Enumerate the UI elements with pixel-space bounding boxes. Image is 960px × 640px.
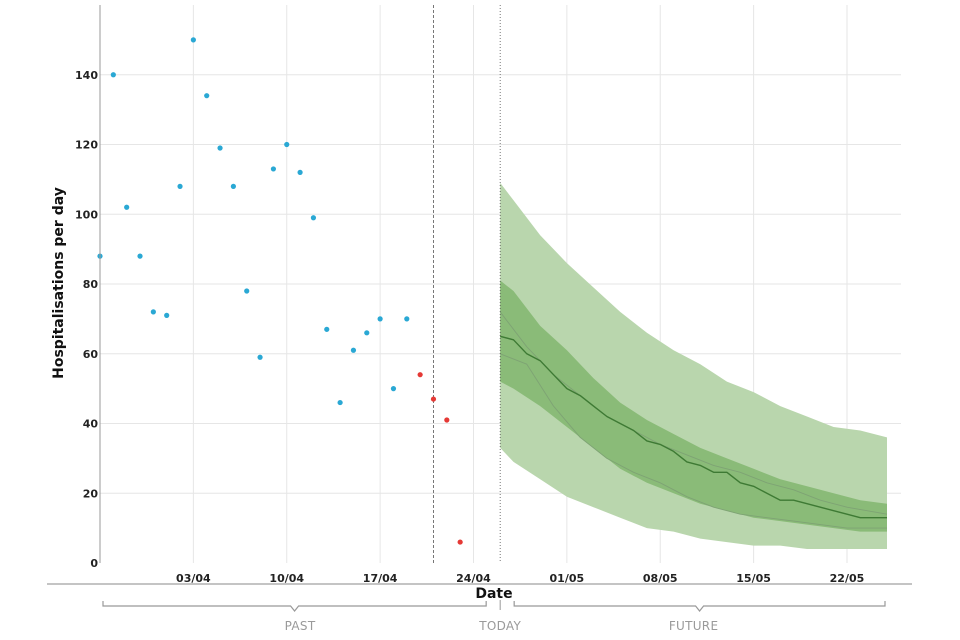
projection-band bbox=[500, 280, 887, 532]
projection-lines bbox=[499, 311, 888, 529]
date-markers bbox=[433, 5, 501, 563]
data-point bbox=[324, 326, 330, 332]
y-tick-label: 120 bbox=[75, 139, 98, 152]
y-tick-label: 80 bbox=[83, 278, 99, 291]
data-point bbox=[244, 288, 250, 294]
period-brace bbox=[513, 601, 886, 612]
y-tick-label: 60 bbox=[83, 348, 99, 361]
data-point bbox=[204, 93, 210, 99]
data-point bbox=[364, 330, 370, 336]
data-point bbox=[217, 145, 223, 151]
projection-scenario-line bbox=[499, 311, 888, 515]
x-tick-label: 01/05 bbox=[550, 572, 585, 585]
projection-median-line bbox=[500, 335, 887, 519]
data-point bbox=[297, 169, 303, 175]
y-tick-label: 100 bbox=[75, 208, 98, 221]
x-tick-label: 22/05 bbox=[830, 572, 865, 585]
projection-band bbox=[500, 182, 887, 549]
period-label: PAST bbox=[285, 619, 316, 633]
y-tick-label: 0 bbox=[90, 557, 98, 570]
y-axis-title: Hospitalisations per day bbox=[51, 187, 67, 379]
observed-points bbox=[97, 37, 463, 545]
data-point bbox=[350, 347, 357, 353]
y-tick-label: 40 bbox=[83, 418, 99, 431]
data-point bbox=[150, 309, 156, 315]
data-point bbox=[390, 386, 397, 392]
data-point bbox=[177, 183, 183, 189]
x-tick-label: 10/04 bbox=[269, 572, 304, 585]
projection-bands bbox=[500, 182, 887, 549]
x-tick-label: 03/04 bbox=[176, 572, 211, 585]
period-braces: PAST TODAY FUTURE bbox=[102, 600, 886, 633]
x-tick-label: 24/04 bbox=[456, 572, 491, 585]
data-point bbox=[417, 372, 423, 378]
axes: 0 20 40 60 80 100 120 140 03/04 10/04 17/04 24/04 01… bbox=[47, 5, 912, 585]
data-point bbox=[124, 204, 130, 210]
x-tick-label: 08/05 bbox=[643, 572, 678, 585]
data-point bbox=[404, 316, 410, 322]
data-point bbox=[190, 37, 196, 43]
period-brace bbox=[102, 601, 487, 612]
data-point bbox=[337, 399, 343, 406]
data-point bbox=[164, 312, 170, 318]
data-point bbox=[430, 396, 437, 402]
data-point bbox=[377, 316, 383, 322]
data-point bbox=[310, 215, 317, 221]
data-point bbox=[110, 72, 116, 78]
data-point bbox=[137, 253, 143, 259]
x-axis-title: Date bbox=[475, 586, 512, 602]
y-tick-label: 140 bbox=[75, 69, 98, 82]
y-tick-label: 20 bbox=[83, 487, 99, 500]
data-point bbox=[444, 417, 450, 423]
data-point bbox=[230, 183, 236, 189]
data-point bbox=[270, 166, 277, 172]
data-point bbox=[457, 539, 463, 545]
x-tick-label: 15/05 bbox=[736, 572, 771, 585]
data-point bbox=[284, 141, 290, 148]
period-label: TODAY bbox=[478, 619, 521, 633]
period-label: FUTURE bbox=[669, 619, 719, 633]
projection-scenario-line bbox=[500, 353, 887, 529]
x-tick-label: 17/04 bbox=[363, 572, 398, 585]
data-point bbox=[257, 354, 263, 360]
